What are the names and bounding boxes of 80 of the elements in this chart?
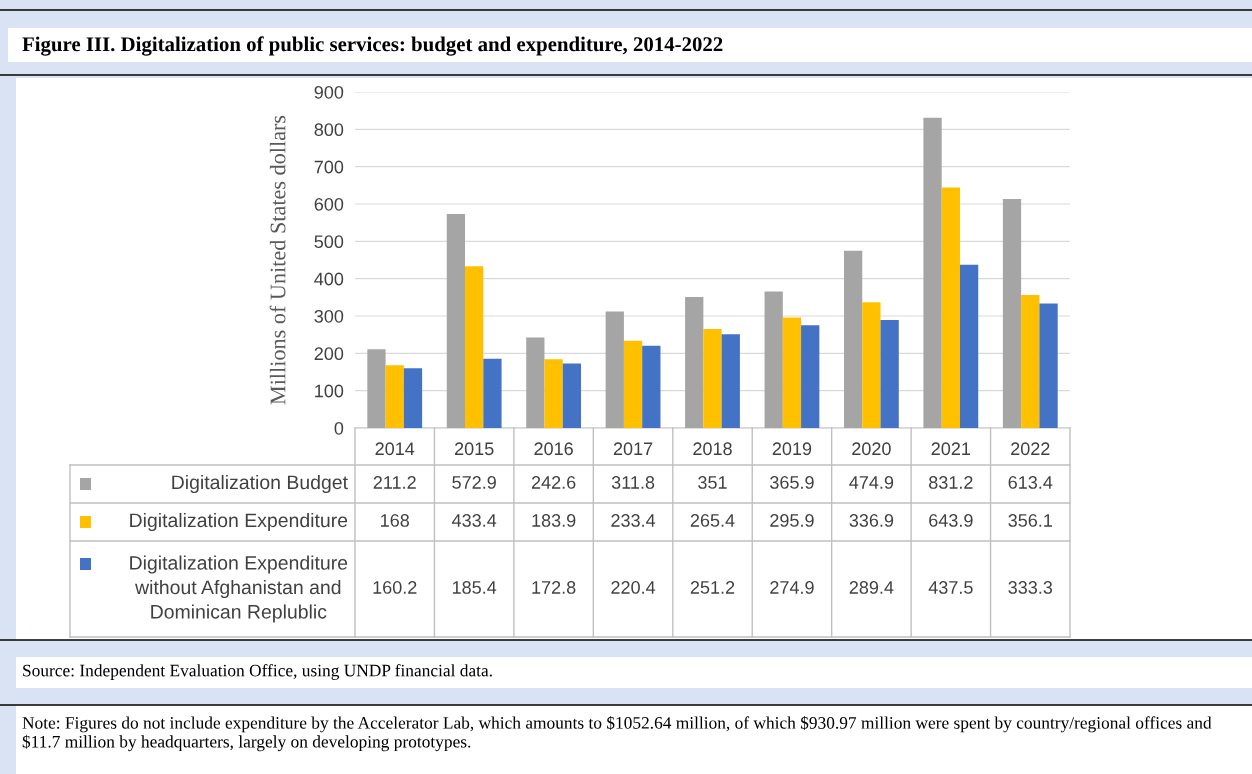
x-tick-label: 2021: [931, 442, 971, 456]
data-label: 831.2: [929, 476, 973, 489]
bar: [623, 340, 643, 428]
bar: [367, 349, 386, 428]
source-note: Source: Independent Evaluation Office, using UNDP financial data.: [23, 664, 492, 680]
legend-label: Digitalization Expenditure: [130, 512, 348, 532]
bar: [685, 296, 704, 428]
bar: [703, 328, 722, 428]
bar: [862, 302, 881, 428]
bar: [465, 266, 484, 428]
bar: [959, 264, 979, 428]
y-tick-label: 600: [314, 197, 344, 211]
bar: [1021, 295, 1040, 428]
x-tick-label: 2017: [613, 442, 653, 456]
bar: [843, 250, 863, 428]
bar: [642, 345, 661, 428]
y-tick-label: 900: [314, 85, 344, 99]
data-label: 185.4: [452, 581, 497, 594]
data-label: 265.4: [690, 514, 735, 527]
bar: [923, 117, 942, 428]
data-label: 474.9: [849, 476, 894, 489]
bar: [782, 317, 802, 428]
x-tick-label: 2022: [1011, 442, 1050, 456]
data-label: 211.2: [373, 476, 416, 489]
bar: [403, 368, 423, 428]
bar: [544, 359, 563, 428]
data-label: 433.4: [451, 514, 497, 527]
bar: [764, 291, 783, 428]
data-label: 172.8: [532, 581, 576, 594]
data-label: 333.3: [1008, 581, 1053, 594]
data-label: 233.4: [611, 514, 656, 527]
x-tick-label: 2020: [852, 442, 891, 456]
data-label: 643.9: [929, 514, 973, 527]
y-tick-label: 700: [314, 160, 344, 174]
bar: [941, 187, 960, 428]
y-tick-label: 0: [334, 421, 344, 435]
y-tick-label: 500: [314, 235, 344, 249]
data-label: 336.9: [849, 514, 894, 527]
data-label: 220.4: [611, 581, 656, 594]
x-tick-label: 2014: [375, 442, 415, 456]
text: Digitalization Budget: [172, 474, 348, 494]
bar: [483, 358, 502, 428]
data-label: 311.8: [611, 476, 655, 489]
y-tick-label: 100: [315, 384, 344, 398]
text: Note: Figures do not include expenditure by the Accelerator Lab, which amounts to $1052.64 million, of which $930.97 million were spent by country/regional offices and $11.7 million by headquarters, largely on developing prototypes.: [22, 716, 1212, 752]
data-label: 168: [381, 514, 409, 527]
y-tick-label: 400: [314, 272, 344, 286]
data-label: 160.2: [373, 581, 417, 594]
legend-label: Digitalization Expenditure without Afghanistan and Dominican Replublic: [130, 555, 348, 623]
data-label: 437.5: [928, 581, 973, 594]
data-label: 365.9: [770, 476, 814, 489]
bar: [526, 337, 545, 428]
bar: [801, 325, 820, 428]
data-label: 356.1: [1008, 514, 1052, 527]
bar: [446, 214, 466, 428]
y-tick-label: 800: [314, 123, 344, 137]
chart-title: Figure III. Digitalization of public services: budget and expenditure, 2014-2022: [22, 36, 723, 56]
x-tick-label: 2019: [772, 442, 812, 456]
bar: [721, 334, 740, 428]
data-label: 242.6: [531, 476, 576, 489]
bar: [1002, 199, 1022, 428]
x-tick-label: 2018: [693, 442, 732, 456]
bar: [562, 363, 582, 428]
bar: [605, 311, 624, 428]
y-tick-label: 300: [314, 309, 344, 323]
data-label: 274.9: [770, 581, 814, 594]
bar: [1039, 303, 1058, 428]
data-label: 251.2: [690, 581, 735, 594]
data-label: 295.9: [770, 514, 814, 527]
x-tick-label: 2015: [454, 442, 494, 456]
data-label: 183.9: [532, 514, 576, 527]
data-label: 351: [698, 476, 727, 489]
x-tick-label: 2016: [534, 442, 573, 456]
data-label: 572.9: [452, 476, 496, 489]
bar: [880, 319, 899, 428]
y-axis-title: Millions of United States dollars: [269, 115, 286, 405]
bar: [385, 365, 404, 428]
data-label: 613.4: [1008, 476, 1053, 489]
y-tick-label: 200: [314, 347, 344, 361]
data-label: 289.4: [849, 581, 894, 594]
